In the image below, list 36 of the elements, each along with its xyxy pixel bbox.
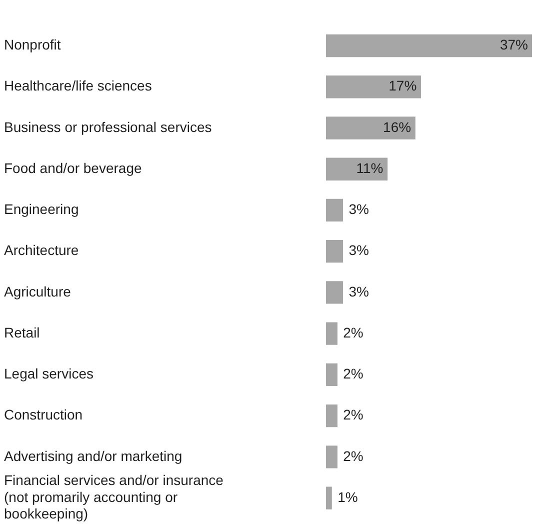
data-label: 2% <box>343 366 364 382</box>
bar <box>326 198 344 222</box>
y-tick-label: Legal services <box>4 366 94 382</box>
data-label: 3% <box>348 242 369 258</box>
bar <box>326 322 338 345</box>
y-tick-label: Retail <box>4 324 40 340</box>
bar <box>326 446 338 468</box>
bar <box>326 34 532 58</box>
data-label: 17% <box>388 78 417 94</box>
bar <box>326 240 344 263</box>
data-label: 37% <box>500 36 528 53</box>
y-tick-label: Advertising and/or marketing <box>4 448 182 464</box>
y-tick-label: Food and/or beverage <box>4 160 142 176</box>
bar <box>326 486 332 510</box>
bar <box>326 404 338 428</box>
bar <box>326 158 388 180</box>
y-tick-label: Financial services and/or insurance (not promarily accounting or bookkeeping) <box>4 472 224 522</box>
y-tick-label: Engineering <box>4 201 79 218</box>
data-label: 16% <box>383 118 412 135</box>
data-label: 3% <box>348 283 369 300</box>
data-label: 2% <box>343 448 364 464</box>
data-label: 1% <box>338 488 358 505</box>
y-tick-label: Nonprofit <box>4 36 61 53</box>
bar <box>326 363 338 386</box>
y-tick-label: Architecture <box>4 242 79 258</box>
bar <box>326 76 421 98</box>
data-label: 3% <box>348 201 369 218</box>
data-label: 2% <box>343 324 364 340</box>
y-tick-label: Agriculture <box>4 283 72 300</box>
data-label: 11% <box>356 160 384 176</box>
y-tick-label: Healthcare/life sciences <box>4 78 152 94</box>
data-label: 2% <box>343 406 364 423</box>
bar <box>326 116 416 140</box>
bar <box>326 281 344 304</box>
y-tick-label: Business or professional services <box>4 118 212 135</box>
y-tick-label: Construction <box>4 406 83 423</box>
